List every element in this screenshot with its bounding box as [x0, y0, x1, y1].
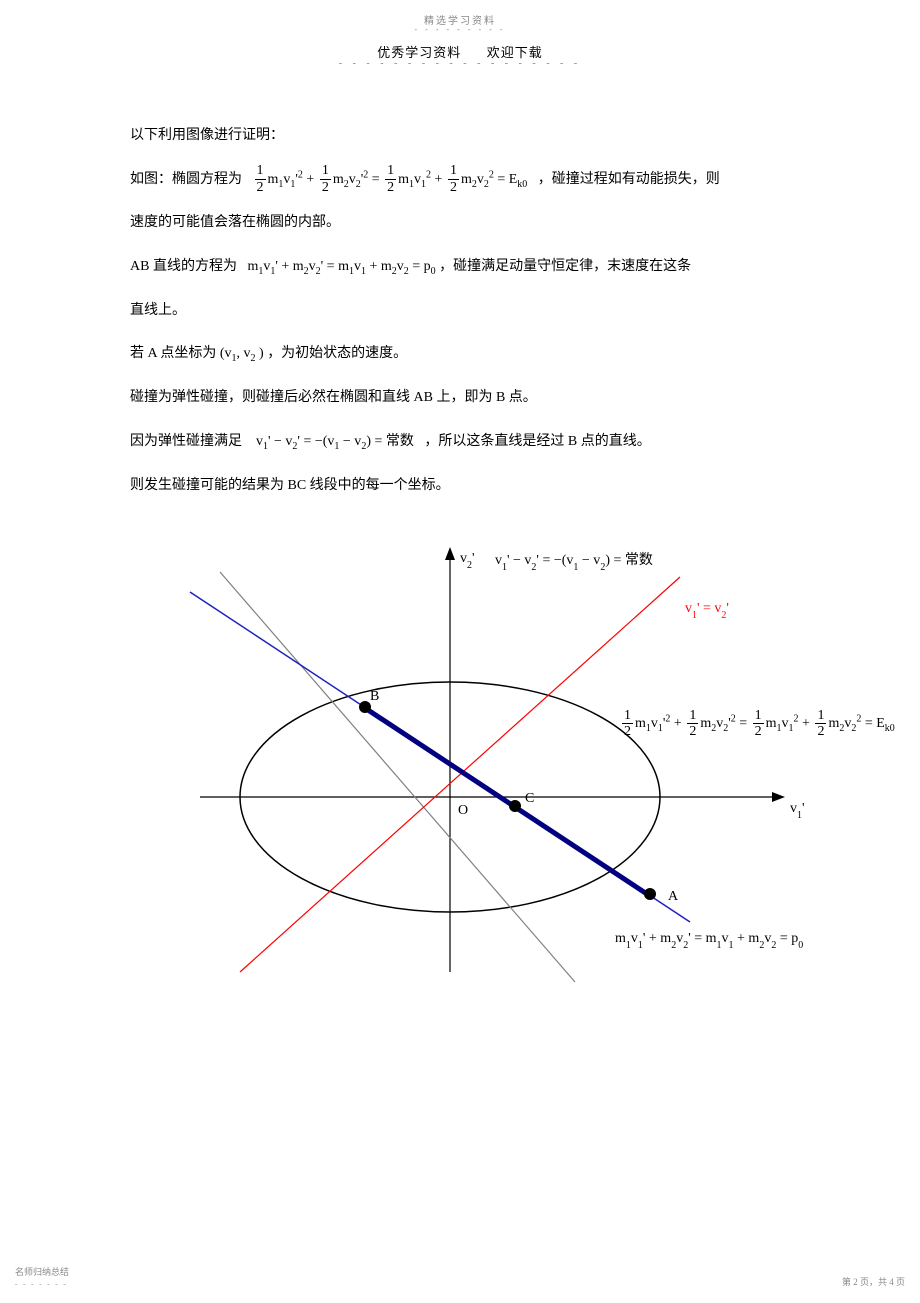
p8-prefix: 因为弹性碰撞满足	[130, 434, 242, 449]
label-o: O	[458, 803, 468, 818]
paragraph-9: 则发生碰撞可能的结果为 BC 线段中的每一个坐标。	[130, 469, 805, 503]
label-energy-eq: 12m1v1'2 + 12m2v2'2 = 12m1v12 + 12m2v22 …	[620, 707, 895, 741]
point-c	[509, 800, 521, 812]
diagram: O B C A v2' v1' v1' − v2' = −(v1 − v2) =…	[130, 522, 805, 1002]
p6-mid: ，为初始状态的速度。	[267, 346, 407, 361]
p2-suffix: ，碰撞过程如有动能损失，则	[538, 172, 720, 187]
diagram-svg: O B C A v2' v1' v1' − v2' = −(v1 − v2) =…	[130, 522, 920, 1002]
paragraph-1: 以下利用图像进行证明：	[130, 119, 805, 153]
header-top-dots: - - - - - - - - -	[0, 25, 920, 34]
header-subtitle: 优秀学习资料 欢迎下载	[0, 34, 920, 61]
footer-left-text: 名师归纳总结	[15, 1267, 69, 1277]
label-top-eq: v1' − v2' = −(v1 − v2) = 常数	[495, 552, 653, 573]
label-x-axis: v1'	[790, 801, 805, 821]
x-axis-arrow	[772, 792, 785, 802]
line-equation: m1v1' + m2v2' = m1v1 + m2v2 = p0	[247, 259, 439, 274]
paragraph-6: 若 A 点坐标为 (v1, v2 ) ，为初始状态的速度。	[130, 337, 805, 371]
footer-right: 第 2 页，共 4 页	[842, 1275, 905, 1288]
paragraph-4: AB 直线的方程为 m1v1' + m2v2' = m1v1 + m2v2 = …	[130, 250, 805, 284]
paragraph-5: 直线上。	[130, 294, 805, 328]
p6-prefix: 若 A 点坐标为	[130, 346, 220, 361]
label-a: A	[668, 889, 679, 904]
paragraph-3: 速度的可能值会落在椭圆的内部。	[130, 206, 805, 240]
header-underline: - - - - - - - - - - - - - - - - - -	[0, 58, 920, 69]
paragraph-7: 碰撞为弹性碰撞，则碰撞后必然在椭圆和直线 AB 上，即为 B 点。	[130, 381, 805, 415]
point-a-coords: (v1, v2 )	[220, 346, 264, 361]
main-content: 以下利用图像进行证明： 如图：椭圆方程为 12m1v1'2 + 12m2v2'2…	[0, 69, 920, 1002]
footer-left: 名师归纳总结 - - - - - - -	[15, 1265, 69, 1288]
red-line	[240, 577, 680, 972]
p8-suffix: ，所以这条直线是经过 B 点的直线。	[424, 434, 650, 449]
paragraph-2: 如图：椭圆方程为 12m1v1'2 + 12m2v2'2 = 12m1v12 +…	[130, 163, 805, 197]
y-axis-arrow	[445, 547, 455, 560]
point-a	[644, 888, 656, 900]
gray-line	[220, 572, 575, 982]
ellipse-equation: 12m1v1'2 + 12m2v2'2 = 12m1v12 + 12m2v22 …	[253, 172, 531, 187]
paragraph-8: 因为弹性碰撞满足 v1' − v2' = −(v1 − v2) = 常数 ，所以…	[130, 425, 805, 459]
p4-suffix: ，碰撞满足动量守恒定律，末速度在这条	[439, 259, 691, 274]
label-y-axis: v2'	[460, 551, 475, 571]
label-c: C	[525, 791, 534, 806]
label-momentum-eq: m1v1' + m2v2' = m1v1 + m2v2 = p0	[615, 931, 803, 951]
elastic-equation: v1' − v2' = −(v1 − v2) = 常数	[256, 434, 417, 449]
header-top-text: 精选学习资料	[0, 0, 920, 27]
label-red-eq: v1' = v2'	[685, 601, 729, 621]
p2-prefix: 如图：椭圆方程为	[130, 172, 242, 187]
label-b: B	[370, 689, 379, 704]
footer-left-dots: - - - - - - -	[15, 1280, 68, 1288]
p4-prefix: AB 直线的方程为	[130, 259, 237, 274]
segment-bc	[362, 706, 650, 896]
